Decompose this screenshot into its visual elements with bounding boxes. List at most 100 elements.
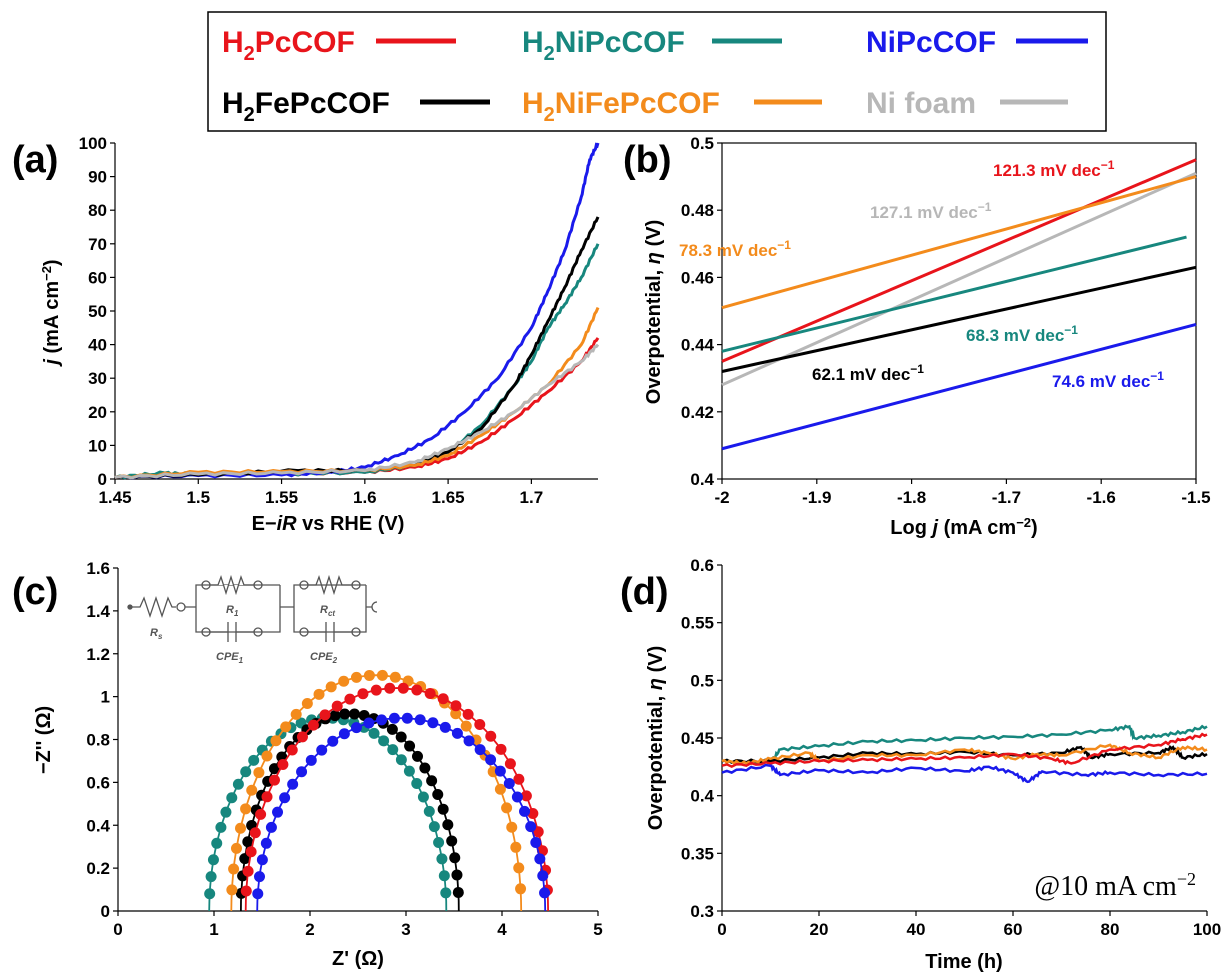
data-point-H2NiFePcCOF <box>501 802 513 814</box>
x-tick-label: -1.8 <box>897 488 926 507</box>
plot-d: 0 20 40 60 80 100 0.3 0.35 0.4 0.45 0.5 0.55 0.6 <box>681 556 1221 939</box>
slope-label-unit: −1 <box>1150 369 1164 383</box>
slope-label-unit: −1 <box>978 200 992 214</box>
circuit-node <box>176 602 186 612</box>
x-tick-label: 1.45 <box>98 488 131 507</box>
data-point-H2FePcCOF <box>242 836 254 848</box>
x-tick-label: -1.5 <box>1181 488 1210 507</box>
fit-curve-H2NiFePcCOF <box>230 674 523 912</box>
panel-c-ylabel: −Z'' (Ω) <box>33 706 55 774</box>
series-line-Ni foam <box>721 171 1197 387</box>
data-point-H2FePcCOF <box>348 708 360 720</box>
data-point-NiPcCOF <box>305 754 317 766</box>
data-point-H2NiPcCOF <box>368 727 380 739</box>
legend-label-part: NiFePcCOF <box>555 87 720 120</box>
data-point-H2FePcCOF <box>449 852 461 864</box>
cpe-2 <box>308 622 352 642</box>
legend-label-part: H <box>522 87 544 120</box>
data-point-NiPcCOF <box>287 778 299 790</box>
legend-label-part: H <box>222 26 244 59</box>
x-tick-label: 2 <box>305 920 314 939</box>
legend-label-part: PcCOF <box>255 26 355 59</box>
slope-label-value: 74.6 mV dec <box>1052 372 1150 391</box>
data-point-H2FePcCOF <box>451 869 463 881</box>
x-tick-label: 3 <box>401 920 410 939</box>
slope-label-value: 62.1 mV dec <box>812 365 910 384</box>
data-point-H2NiPcCOF <box>248 754 260 766</box>
data-point-H2PcCOF <box>384 682 396 694</box>
x-tick-label: 1.7 <box>520 488 544 507</box>
slope-label: 78.3 mV dec−1 <box>679 238 791 260</box>
series-line-H2PcCOF <box>721 158 1197 363</box>
data-point-NiPcCOF <box>272 806 284 818</box>
data-point-NiPcCOF <box>350 722 362 734</box>
series-line-H2FePcCOF <box>721 265 1197 373</box>
series-line-H2NiFePcCOF <box>114 307 600 480</box>
data-point-H2PcCOF <box>307 719 319 731</box>
data-point-NiPcCOF <box>254 871 266 883</box>
data-point-H2NiPcCOF <box>428 821 440 833</box>
x-tick-label: 1.55 <box>265 488 298 507</box>
data-point-H2PcCOF <box>520 790 532 802</box>
circuit-wiring-2 <box>280 584 367 633</box>
y-tick-label: 0.46 <box>681 268 714 287</box>
data-point-NiPcCOF <box>525 821 537 833</box>
data-point-H2FePcCOF <box>339 708 351 720</box>
data-point-H2PcCOF <box>527 807 539 819</box>
y-tick-label: 0 <box>98 470 107 489</box>
y-tick-label: 0.4 <box>690 470 714 489</box>
data-point-H2PcCOF <box>462 708 474 720</box>
data-point-H2NiFePcCOF <box>338 675 350 687</box>
y-tick-label: 0.8 <box>86 731 110 750</box>
data-point-H2FePcCOF <box>329 710 341 722</box>
data-point-H2PcCOF <box>331 700 343 712</box>
resistor-r1 <box>210 574 254 596</box>
x-tick-label: 5 <box>593 920 602 939</box>
data-point-H2FePcCOF <box>419 762 431 774</box>
data-point-H2PcCOF <box>474 719 486 731</box>
data-point-NiPcCOF <box>260 837 272 849</box>
data-point-H2PcCOF <box>424 688 436 700</box>
legend-label-sub: 2 <box>544 104 555 126</box>
data-point-H2NiPcCOF <box>205 871 217 883</box>
data-point-H2NiFePcCOF <box>280 721 292 733</box>
data-point-NiPcCOF <box>530 836 542 848</box>
circuit-label-cpe2: CPE2 <box>310 651 338 665</box>
legend-label-part: NiPcCOF <box>866 26 996 59</box>
x-tick-label: 4 <box>497 920 507 939</box>
y-tick-label: 60 <box>88 268 107 287</box>
data-point-H2NiPcCOF <box>211 837 223 849</box>
data-point-H2NiPcCOF <box>387 744 399 756</box>
y-tick-label: 0.4 <box>690 787 714 806</box>
data-point-H2PcCOF <box>242 865 254 877</box>
x-tick-label: 40 <box>907 920 926 939</box>
data-point-NiPcCOF <box>327 735 339 747</box>
data-point-NiPcCOF <box>296 766 308 778</box>
data-point-NiPcCOF <box>503 778 515 790</box>
data-point-H2PcCOF <box>495 743 507 755</box>
legend-label-part: H <box>222 87 244 120</box>
legend-label-part: FePcCOF <box>255 87 390 120</box>
x-tick-label: -2 <box>714 488 729 507</box>
y-tick-label: 10 <box>88 436 107 455</box>
x-tick-label: 1 <box>209 920 218 939</box>
y-tick-label: 0.6 <box>86 773 110 792</box>
panel-d-xlabel: Time (h) <box>925 951 1002 972</box>
x-tick-label: 1.6 <box>353 488 377 507</box>
data-point-H2NiPcCOF <box>240 766 252 778</box>
data-point-H2NiPcCOF <box>220 806 232 818</box>
y-tick-label: 40 <box>88 336 107 355</box>
x-tick-label: 80 <box>1101 920 1120 939</box>
data-point-NiPcCOF <box>279 792 291 804</box>
equivalent-circuit-inset <box>127 574 378 642</box>
data-point-NiPcCOF <box>252 888 264 900</box>
data-point-H2FePcCOF <box>386 723 398 735</box>
data-point-H2NiFePcCOF <box>494 783 506 795</box>
panel-tag-c: (c) <box>12 571 58 613</box>
y-tick-label: 50 <box>88 302 107 321</box>
data-point-H2PcCOF <box>397 682 409 694</box>
data-point-H2NiPcCOF <box>395 754 407 766</box>
data-point-H2NiFePcCOF <box>376 669 388 681</box>
data-point-H2PcCOF <box>450 700 462 712</box>
data-point-NiPcCOF <box>539 887 551 899</box>
